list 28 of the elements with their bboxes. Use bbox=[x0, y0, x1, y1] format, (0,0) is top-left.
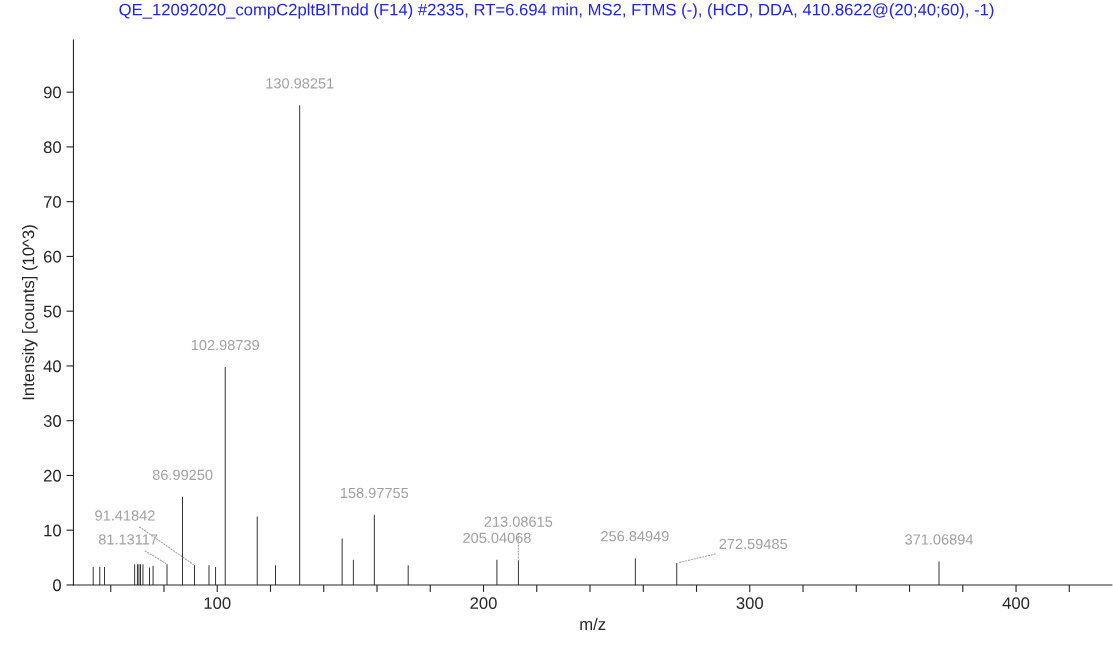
annotation: 130.98251 bbox=[266, 78, 334, 89]
y-tick-label: 10 bbox=[44, 524, 61, 537]
y-tick-label: 20 bbox=[43, 469, 61, 482]
annotation: 205.04068 bbox=[463, 532, 531, 543]
annotation: 256.84949 bbox=[601, 531, 669, 542]
y-tick-label: 50 bbox=[43, 305, 61, 318]
x-tick-label: 100 bbox=[204, 597, 231, 610]
annotation: 81.13117 bbox=[98, 534, 158, 545]
y-tick-label: 70 bbox=[43, 196, 61, 208]
y-tick-label: 90 bbox=[43, 86, 61, 99]
annotation: 371.06894 bbox=[905, 534, 974, 545]
y-tick-label: 40 bbox=[43, 360, 61, 373]
y-tick-label: 30 bbox=[43, 415, 61, 427]
x-axis-title: m/z bbox=[580, 617, 606, 631]
annotation: 86.99250 bbox=[152, 469, 213, 481]
annotation: 272.59485 bbox=[719, 538, 788, 550]
y-tick-label: 80 bbox=[43, 141, 61, 154]
annotation: 213.08615 bbox=[484, 516, 553, 527]
x-tick-label: 200 bbox=[470, 597, 497, 610]
y-axis-title: Intensity [counts] (10^3) bbox=[22, 225, 38, 400]
y-tick-label: 0 bbox=[53, 579, 61, 592]
annotation: 102.98739 bbox=[191, 339, 259, 351]
x-tick-label: 400 bbox=[1002, 597, 1030, 610]
y-tick-label: 60 bbox=[43, 250, 61, 263]
x-tick-label: 300 bbox=[736, 597, 764, 610]
annotation: 91.41842 bbox=[95, 510, 155, 521]
annotation: 158.97755 bbox=[340, 487, 409, 499]
chart-title: QE_12092020_compC2pltBITndd (F14) #2335, RT=6.694 min, MS2, FTMS (-), (HCD, DDA, 410.8622@(20;40;60), -1) bbox=[119, 3, 994, 19]
